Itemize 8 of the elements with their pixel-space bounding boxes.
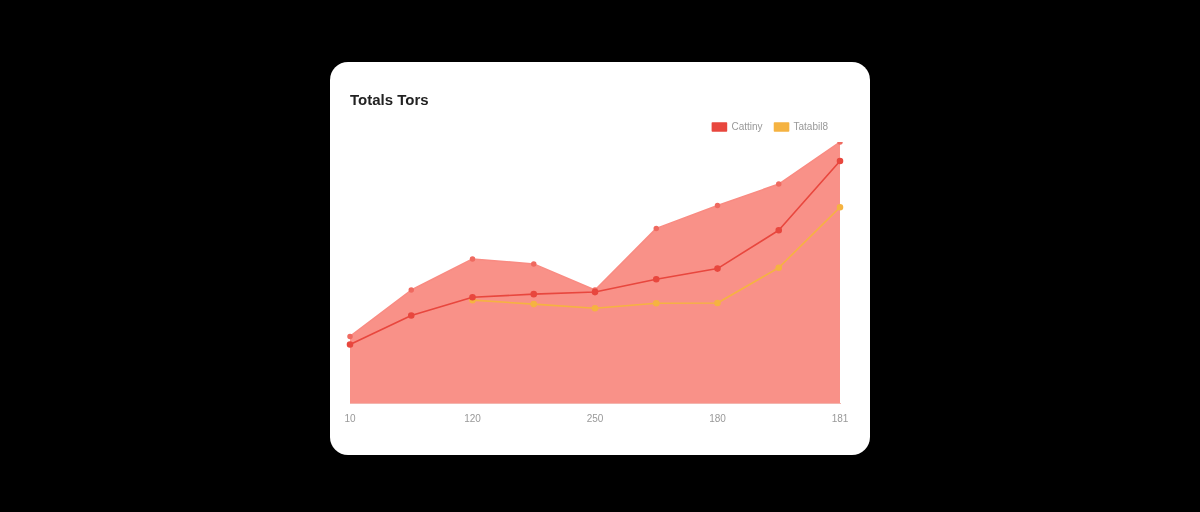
- x-tick-label: 250: [586, 412, 604, 424]
- x-tick-label: 181: [831, 412, 849, 424]
- x-tick-label: 10: [344, 412, 356, 424]
- legend-label: Tatabil8: [793, 120, 829, 132]
- x-tick-label: 180: [709, 412, 727, 424]
- x-tick-label: 120: [464, 412, 482, 424]
- legend-label: Cattiny: [731, 120, 763, 132]
- chart-title: Totals Tors: [350, 91, 429, 109]
